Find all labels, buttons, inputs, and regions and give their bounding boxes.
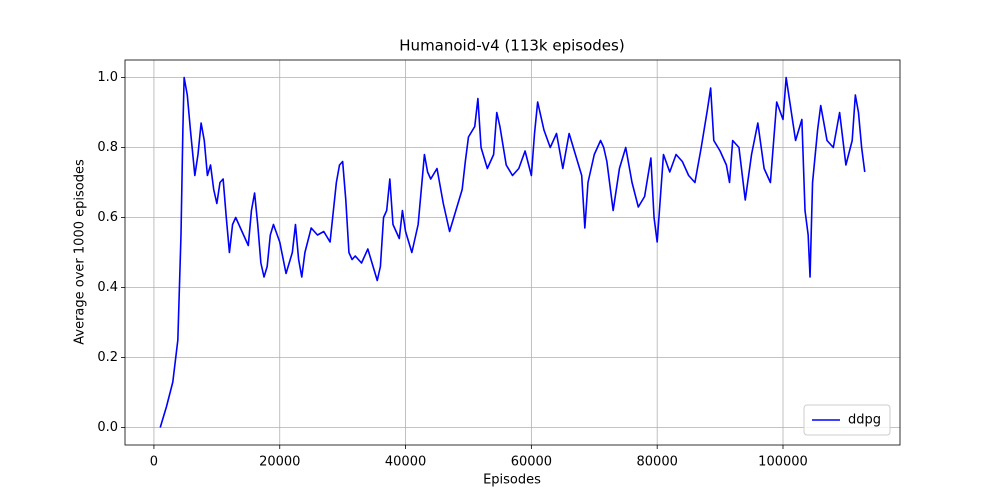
- y-tick-label: 0.4: [97, 280, 118, 295]
- x-tick-label: 0: [150, 455, 158, 470]
- y-axis-label: Average over 1000 episodes: [73, 159, 88, 345]
- x-tick-label: 20000: [259, 455, 300, 470]
- x-tick-label: 40000: [385, 455, 426, 470]
- y-tick-label: 0.6: [97, 210, 118, 225]
- legend: ddpg: [803, 404, 891, 436]
- grid: [125, 60, 900, 445]
- y-tick-label: 0.0: [97, 420, 118, 435]
- axes-frame: [124, 59, 901, 446]
- legend-label: ddpg: [848, 413, 881, 428]
- plot-area: [159, 76, 866, 428]
- y-tick-label: 0.2: [97, 350, 118, 365]
- x-tick-label: 60000: [511, 455, 552, 470]
- x-tick-label: 100000: [758, 455, 808, 470]
- ticks: 0 20000 40000 60000 80000 100000 0.0 0.2 0.4 0.6 0…: [97, 70, 808, 470]
- y-tick-label: 0.8: [97, 140, 118, 155]
- chart-title: Humanoid-v4 (113k episodes): [399, 37, 624, 55]
- x-tick-label: 80000: [637, 455, 678, 470]
- data-line: [159, 76, 866, 428]
- y-tick-label: 1.0: [97, 70, 118, 85]
- legend-box: [803, 404, 891, 436]
- x-axis-label: Episodes: [483, 473, 541, 488]
